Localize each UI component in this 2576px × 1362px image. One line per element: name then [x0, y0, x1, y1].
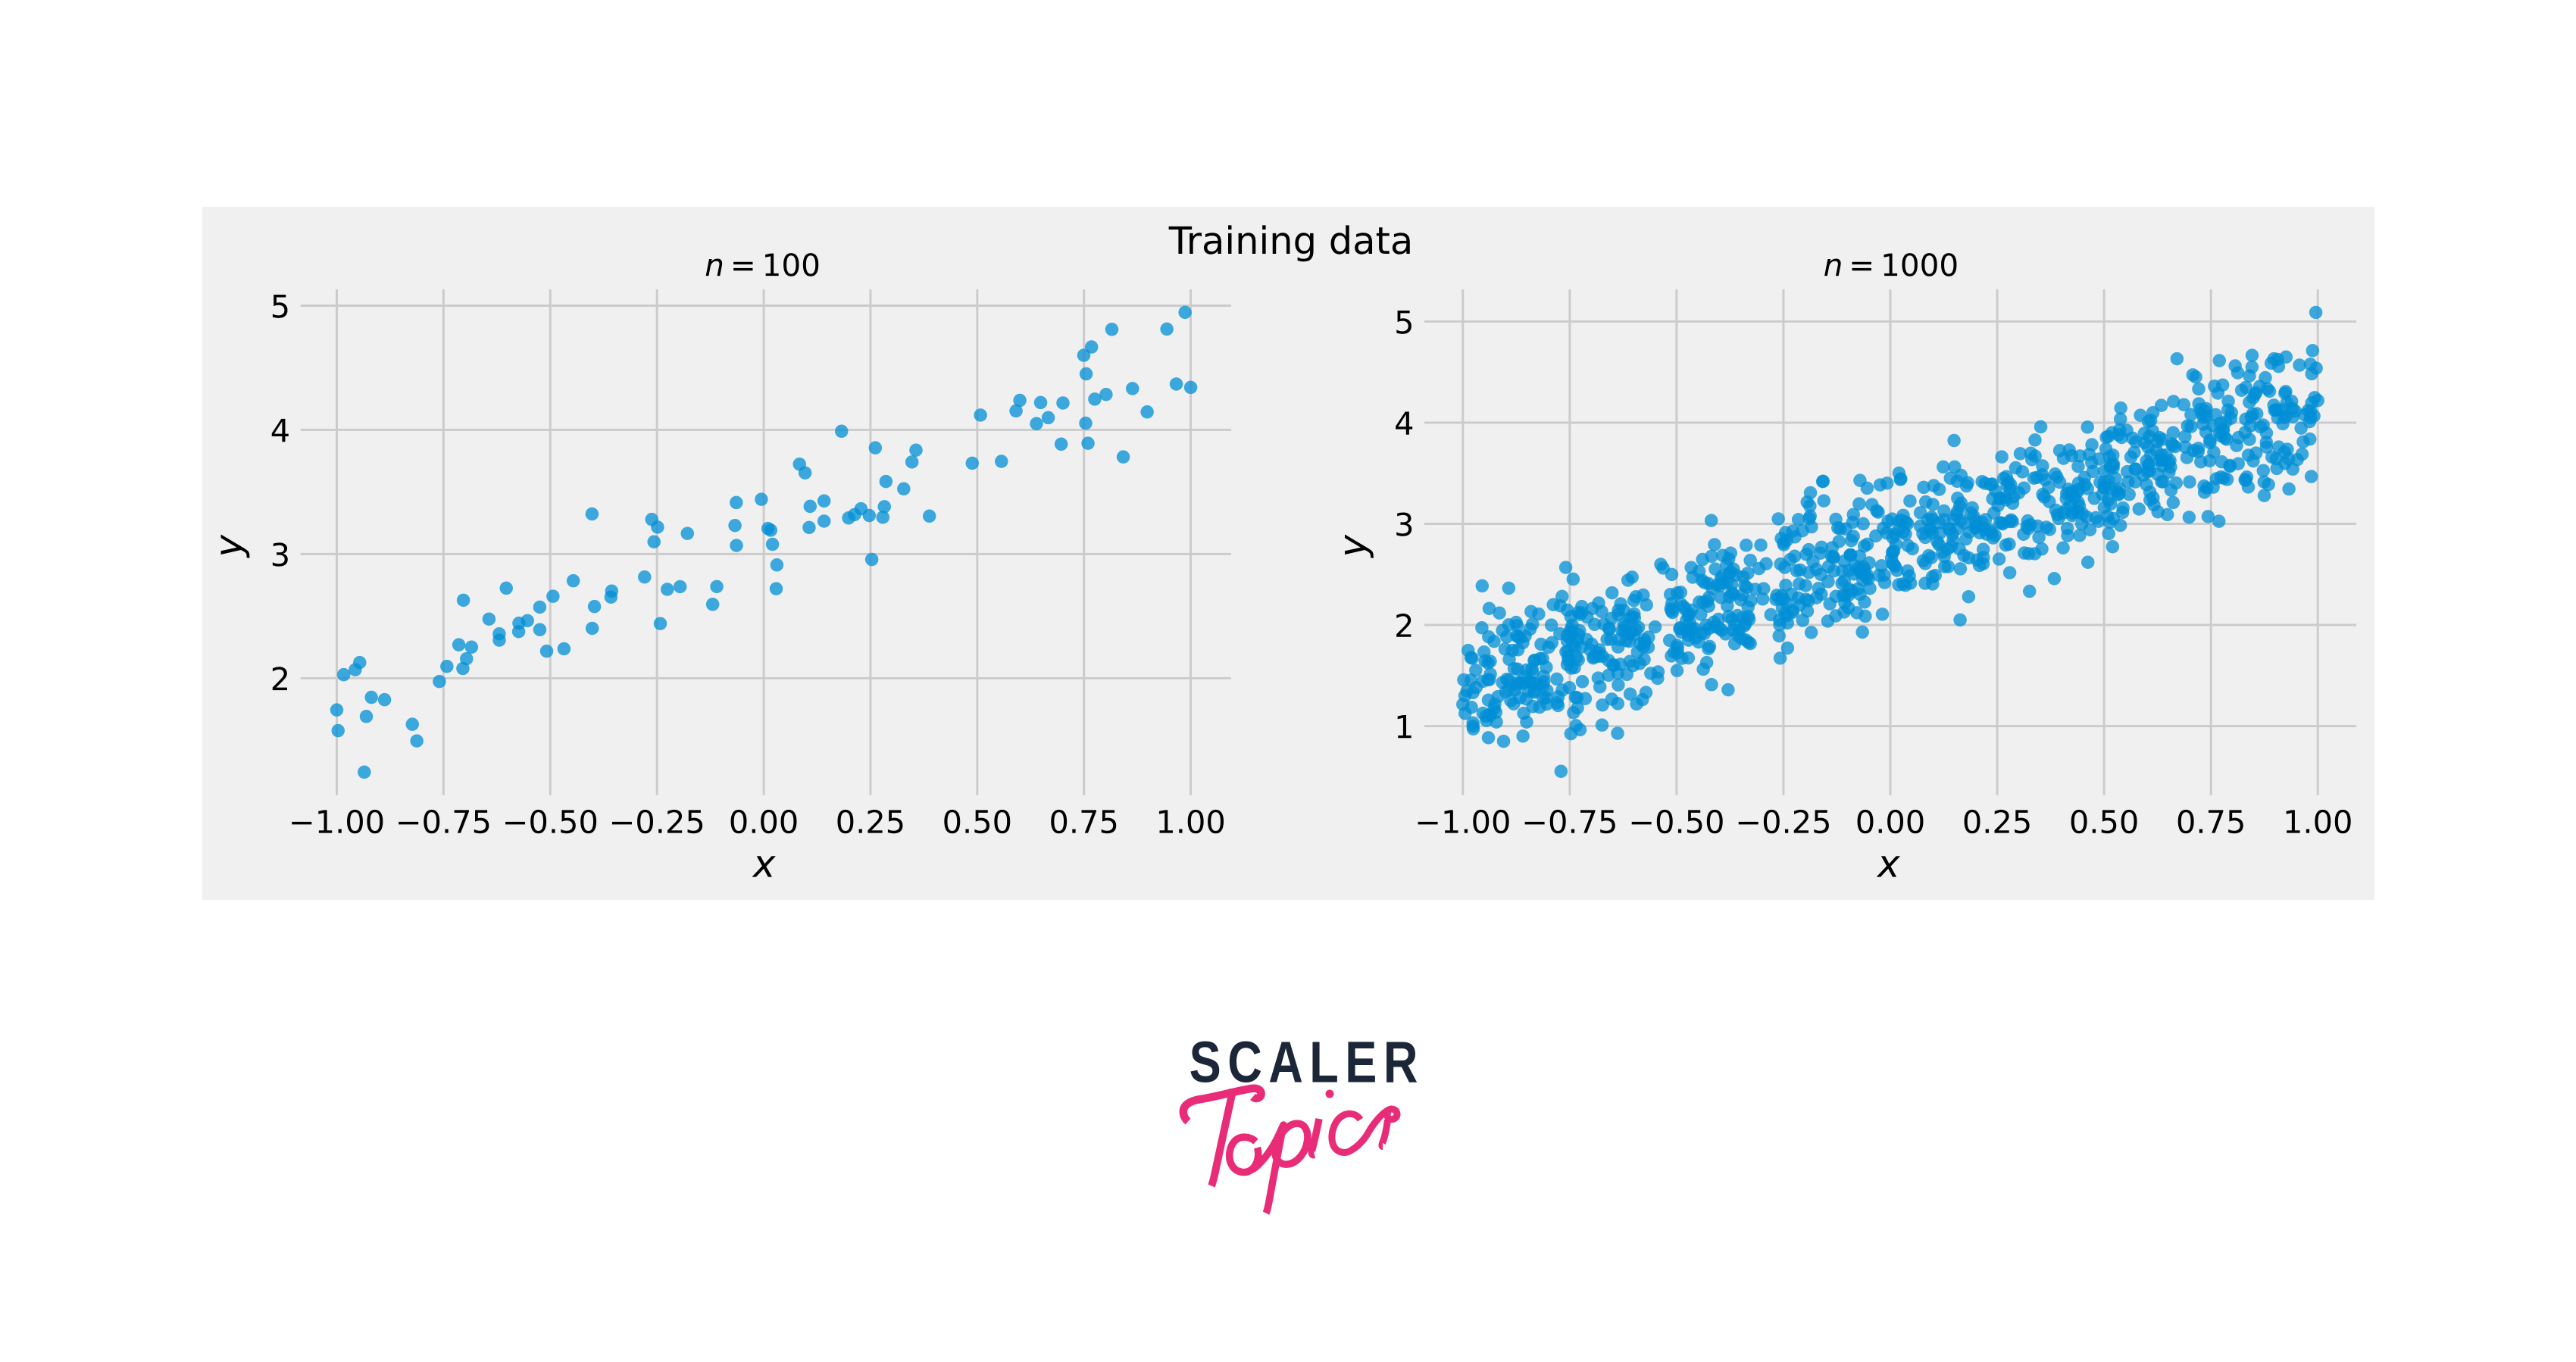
- svg-text:SCALER: SCALER: [1190, 1030, 1424, 1095]
